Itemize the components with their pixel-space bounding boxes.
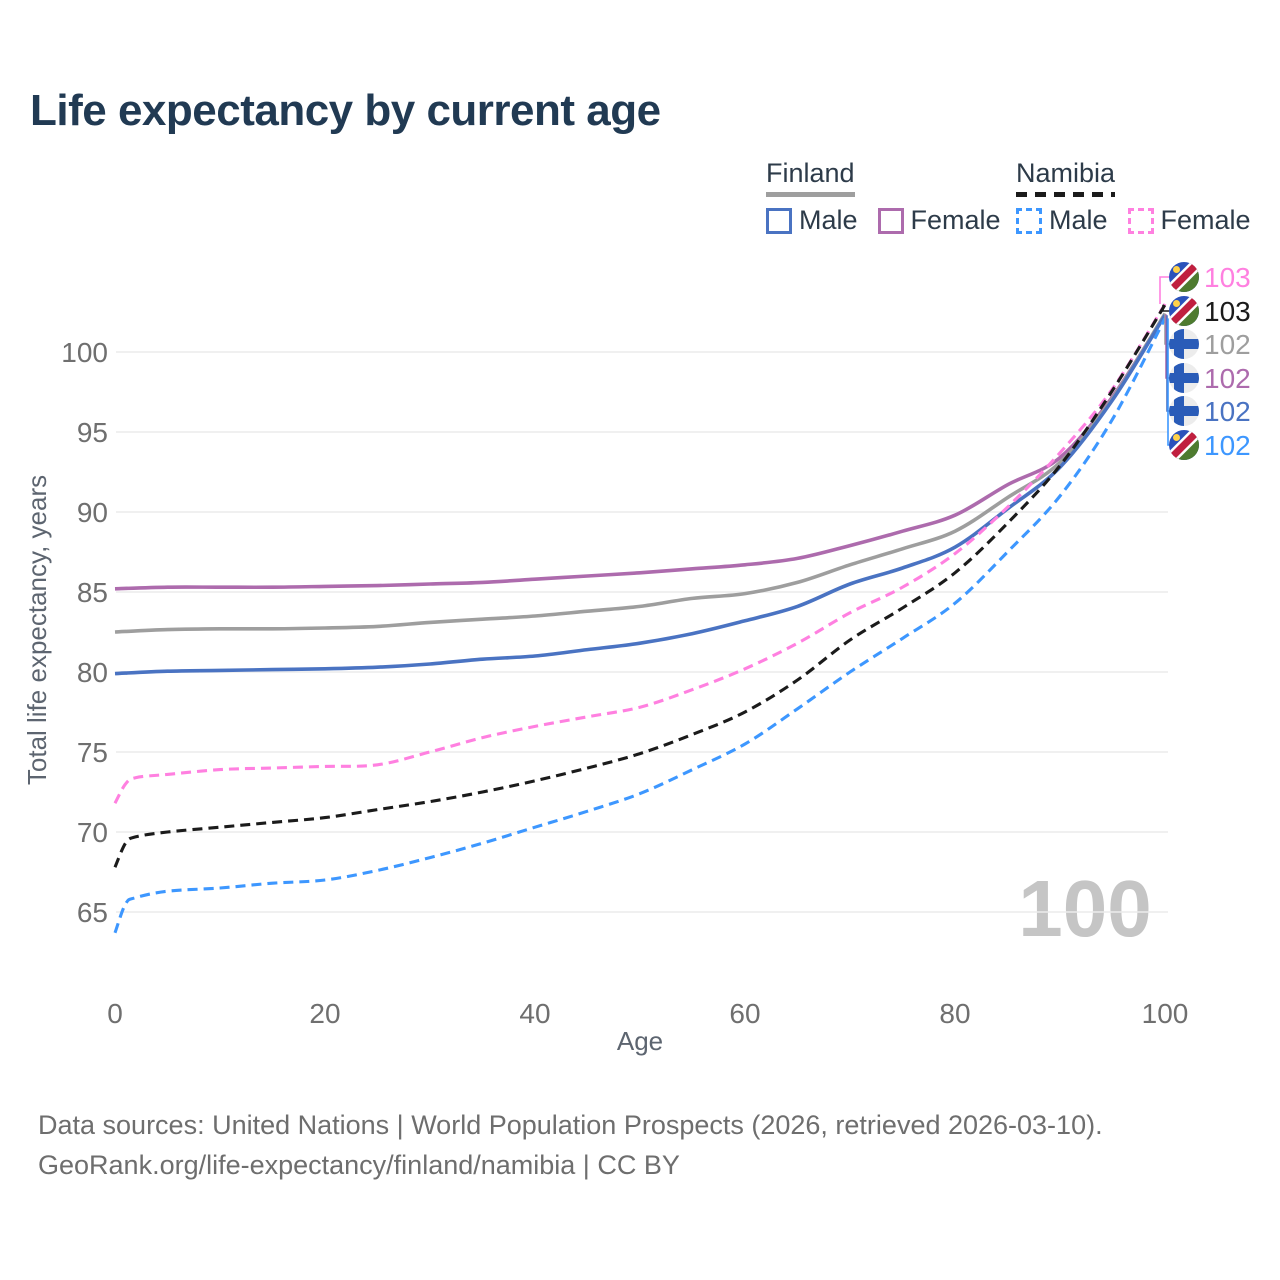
y-axis-title: Total life expectancy, years bbox=[22, 475, 52, 785]
series-line-namibia-total[interactable] bbox=[113, 303, 1167, 868]
y-tick-label: 85 bbox=[77, 577, 108, 608]
end-label-value-namibia-female[interactable]: 103 bbox=[1204, 262, 1251, 293]
chart-title: Life expectancy by current age bbox=[30, 86, 661, 135]
legend: Finland Male Female Namibia Male Female bbox=[0, 158, 1280, 242]
y-tick-label: 70 bbox=[77, 817, 108, 848]
legend-dashed-line-swatch bbox=[1016, 192, 1116, 197]
age-counter-watermark: 100 bbox=[1018, 864, 1151, 953]
series-line-finland-total[interactable] bbox=[114, 312, 1167, 634]
legend-country-finland[interactable]: Finland bbox=[766, 158, 855, 188]
x-tick-label: 60 bbox=[729, 998, 760, 1029]
x-tick-label: 40 bbox=[519, 998, 550, 1029]
solid-swatch-icon bbox=[877, 207, 904, 234]
end-label-connector bbox=[1159, 276, 1170, 304]
end-label-value-finland-male[interactable]: 102 bbox=[1204, 396, 1251, 427]
dashed-swatch-icon bbox=[1127, 207, 1154, 234]
x-tick-label: 20 bbox=[309, 998, 340, 1029]
footer: Data sources: United Nations | World Pop… bbox=[38, 1105, 1103, 1185]
y-tick-label: 75 bbox=[77, 737, 108, 768]
series-line-namibia-male[interactable] bbox=[113, 317, 1167, 934]
legend-item-label: Female bbox=[1160, 205, 1251, 235]
legend-item-finland-female[interactable]: Female bbox=[877, 205, 1001, 236]
end-label-value-finland-female[interactable]: 102 bbox=[1204, 363, 1251, 394]
x-tick-label: 80 bbox=[939, 998, 970, 1029]
end-label-value-namibia-total[interactable]: 103 bbox=[1204, 296, 1251, 327]
legend-group-finland: Finland Male Female bbox=[766, 158, 1021, 236]
legend-item-namibia-male[interactable]: Male bbox=[1016, 205, 1108, 236]
namibia-flag-icon bbox=[1169, 430, 1199, 460]
namibia-flag-icon bbox=[1169, 262, 1199, 292]
legend-item-finland-male[interactable]: Male bbox=[766, 205, 858, 236]
series-line-finland-female[interactable] bbox=[114, 313, 1167, 591]
y-tick-label: 65 bbox=[77, 897, 108, 928]
series-line-finland-male[interactable] bbox=[114, 314, 1167, 676]
dashed-swatch-icon bbox=[1016, 207, 1042, 234]
y-tick-label: 80 bbox=[77, 657, 108, 688]
footer-source-url: GeoRank.org/life-expectancy/finland/nami… bbox=[38, 1150, 680, 1180]
legend-item-label: Male bbox=[799, 205, 858, 235]
legend-group-namibia: Namibia Male Female bbox=[1016, 158, 1271, 236]
finland-flag-icon bbox=[1169, 396, 1199, 426]
namibia-flag-icon bbox=[1169, 296, 1199, 326]
legend-item-label: Female bbox=[910, 205, 1001, 235]
end-label-value-namibia-male[interactable]: 102 bbox=[1204, 430, 1251, 461]
x-tick-label: 100 bbox=[1142, 998, 1189, 1029]
x-axis-title: Age bbox=[617, 1026, 663, 1056]
y-tick-label: 90 bbox=[77, 497, 108, 528]
legend-country-namibia[interactable]: Namibia bbox=[1016, 158, 1116, 188]
finland-flag-icon bbox=[1169, 329, 1199, 359]
footer-data-sources: Data sources: United Nations | World Pop… bbox=[38, 1110, 1103, 1140]
legend-item-namibia-female[interactable]: Female bbox=[1127, 205, 1251, 236]
y-tick-label: 95 bbox=[77, 417, 108, 448]
finland-flag-icon bbox=[1169, 363, 1199, 393]
legend-item-label: Male bbox=[1049, 205, 1108, 235]
y-tick-label: 100 bbox=[61, 337, 108, 368]
solid-swatch-icon bbox=[766, 207, 792, 234]
end-label-connector bbox=[1162, 304, 1170, 312]
end-label-value-finland-total[interactable]: 102 bbox=[1204, 329, 1251, 360]
x-tick-label: 0 bbox=[107, 998, 123, 1029]
legend-solid-line-swatch bbox=[766, 192, 855, 197]
series-line-namibia-female[interactable] bbox=[113, 303, 1167, 804]
